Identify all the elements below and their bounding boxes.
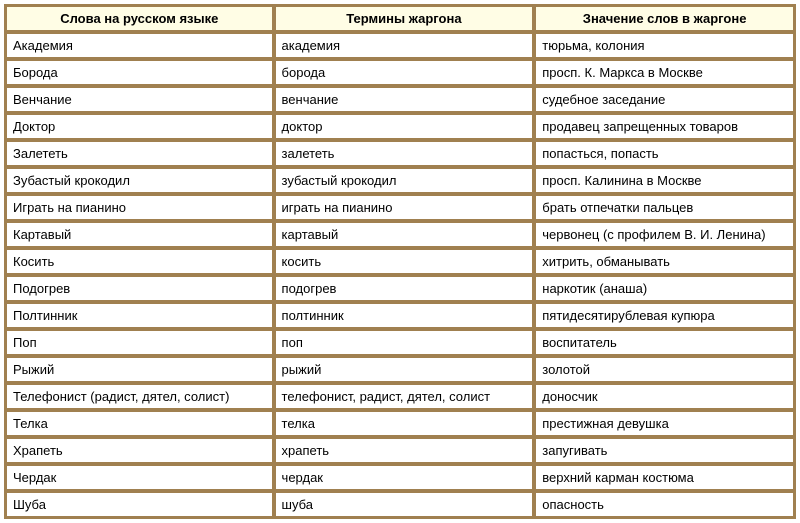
table-cell: Чердак [6,465,273,490]
table-cell: академия [275,33,534,58]
table-cell: брать отпечатки пальцев [535,195,794,220]
table-row: Полтинникполтинникпятидесятирублевая куп… [6,303,794,328]
table-cell: Полтинник [6,303,273,328]
table-cell: Картавый [6,222,273,247]
table-row: Венчаниевенчаниесудебное заседание [6,87,794,112]
table-cell: телка [275,411,534,436]
table-cell: Телка [6,411,273,436]
table-cell: косить [275,249,534,274]
header-row: Слова на русском языке Термины жаргона З… [6,6,794,31]
table-cell: поп [275,330,534,355]
table-cell: телефонист, радист, дятел, солист [275,384,534,409]
table-cell: тюрьма, колония [535,33,794,58]
table-cell: Залететь [6,141,273,166]
table-cell: Подогрев [6,276,273,301]
table-row: Телефонист (радист, дятел, солист)телефо… [6,384,794,409]
table-row: Шубашубаопасность [6,492,794,517]
table-cell: Шуба [6,492,273,517]
table-cell: Рыжий [6,357,273,382]
table-row: Картавыйкартавыйчервонец (с профилем В. … [6,222,794,247]
table-cell: Храпеть [6,438,273,463]
table-cell: продавец запрещенных товаров [535,114,794,139]
table-cell: Поп [6,330,273,355]
table-cell: верхний карман костюма [535,465,794,490]
table-cell: хитрить, обманывать [535,249,794,274]
table-cell: Борода [6,60,273,85]
table-cell: залететь [275,141,534,166]
table-row: Поппопвоспитатель [6,330,794,355]
table-cell: пятидесятирублевая купюра [535,303,794,328]
table-cell: борода [275,60,534,85]
table-cell: полтинник [275,303,534,328]
table-cell: просп. К. Маркса в Москве [535,60,794,85]
col-header-russian: Слова на русском языке [6,6,273,31]
table-cell: просп. Калинина в Москве [535,168,794,193]
table-row: Подогревподогревнаркотик (анаша) [6,276,794,301]
table-cell: судебное заседание [535,87,794,112]
table-cell: Академия [6,33,273,58]
table-cell: Играть на пианино [6,195,273,220]
table-cell: воспитатель [535,330,794,355]
table-cell: Доктор [6,114,273,139]
table-row: Играть на пианиноиграть на пианинобрать … [6,195,794,220]
table-cell: доносчик [535,384,794,409]
table-cell: Косить [6,249,273,274]
table-row: Зубастый крокодилзубастый крокодилпросп.… [6,168,794,193]
table-row: Чердакчердакверхний карман костюма [6,465,794,490]
table-row: Храпетьхрапетьзапугивать [6,438,794,463]
table-row: Коситькоситьхитрить, обманывать [6,249,794,274]
table-row: Академияакадемиятюрьма, колония [6,33,794,58]
table-cell: чердак [275,465,534,490]
table-row: Залететьзалететьпопасться, попасть [6,141,794,166]
table-cell: венчание [275,87,534,112]
table-body: Академияакадемиятюрьма, колонияБородабор… [6,33,794,517]
table-cell: червонец (с профилем В. И. Ленина) [535,222,794,247]
table-cell: шуба [275,492,534,517]
table-row: Рыжийрыжийзолотой [6,357,794,382]
table-cell: Венчание [6,87,273,112]
jargon-table: Слова на русском языке Термины жаргона З… [4,4,796,519]
table-cell: рыжий [275,357,534,382]
table-cell: попасться, попасть [535,141,794,166]
table-cell: опасность [535,492,794,517]
table-cell: зубастый крокодил [275,168,534,193]
col-header-jargon-meaning: Значение слов в жаргоне [535,6,794,31]
table-cell: картавый [275,222,534,247]
table-cell: престижная девушка [535,411,794,436]
col-header-jargon-term: Термины жаргона [275,6,534,31]
table-cell: Телефонист (радист, дятел, солист) [6,384,273,409]
table-cell: доктор [275,114,534,139]
table-row: Бородабородапросп. К. Маркса в Москве [6,60,794,85]
table-cell: играть на пианино [275,195,534,220]
table-cell: храпеть [275,438,534,463]
table-cell: золотой [535,357,794,382]
table-cell: наркотик (анаша) [535,276,794,301]
table-cell: подогрев [275,276,534,301]
table-cell: запугивать [535,438,794,463]
table-cell: Зубастый крокодил [6,168,273,193]
table-row: Доктордокторпродавец запрещенных товаров [6,114,794,139]
table-row: Телкателкапрестижная девушка [6,411,794,436]
